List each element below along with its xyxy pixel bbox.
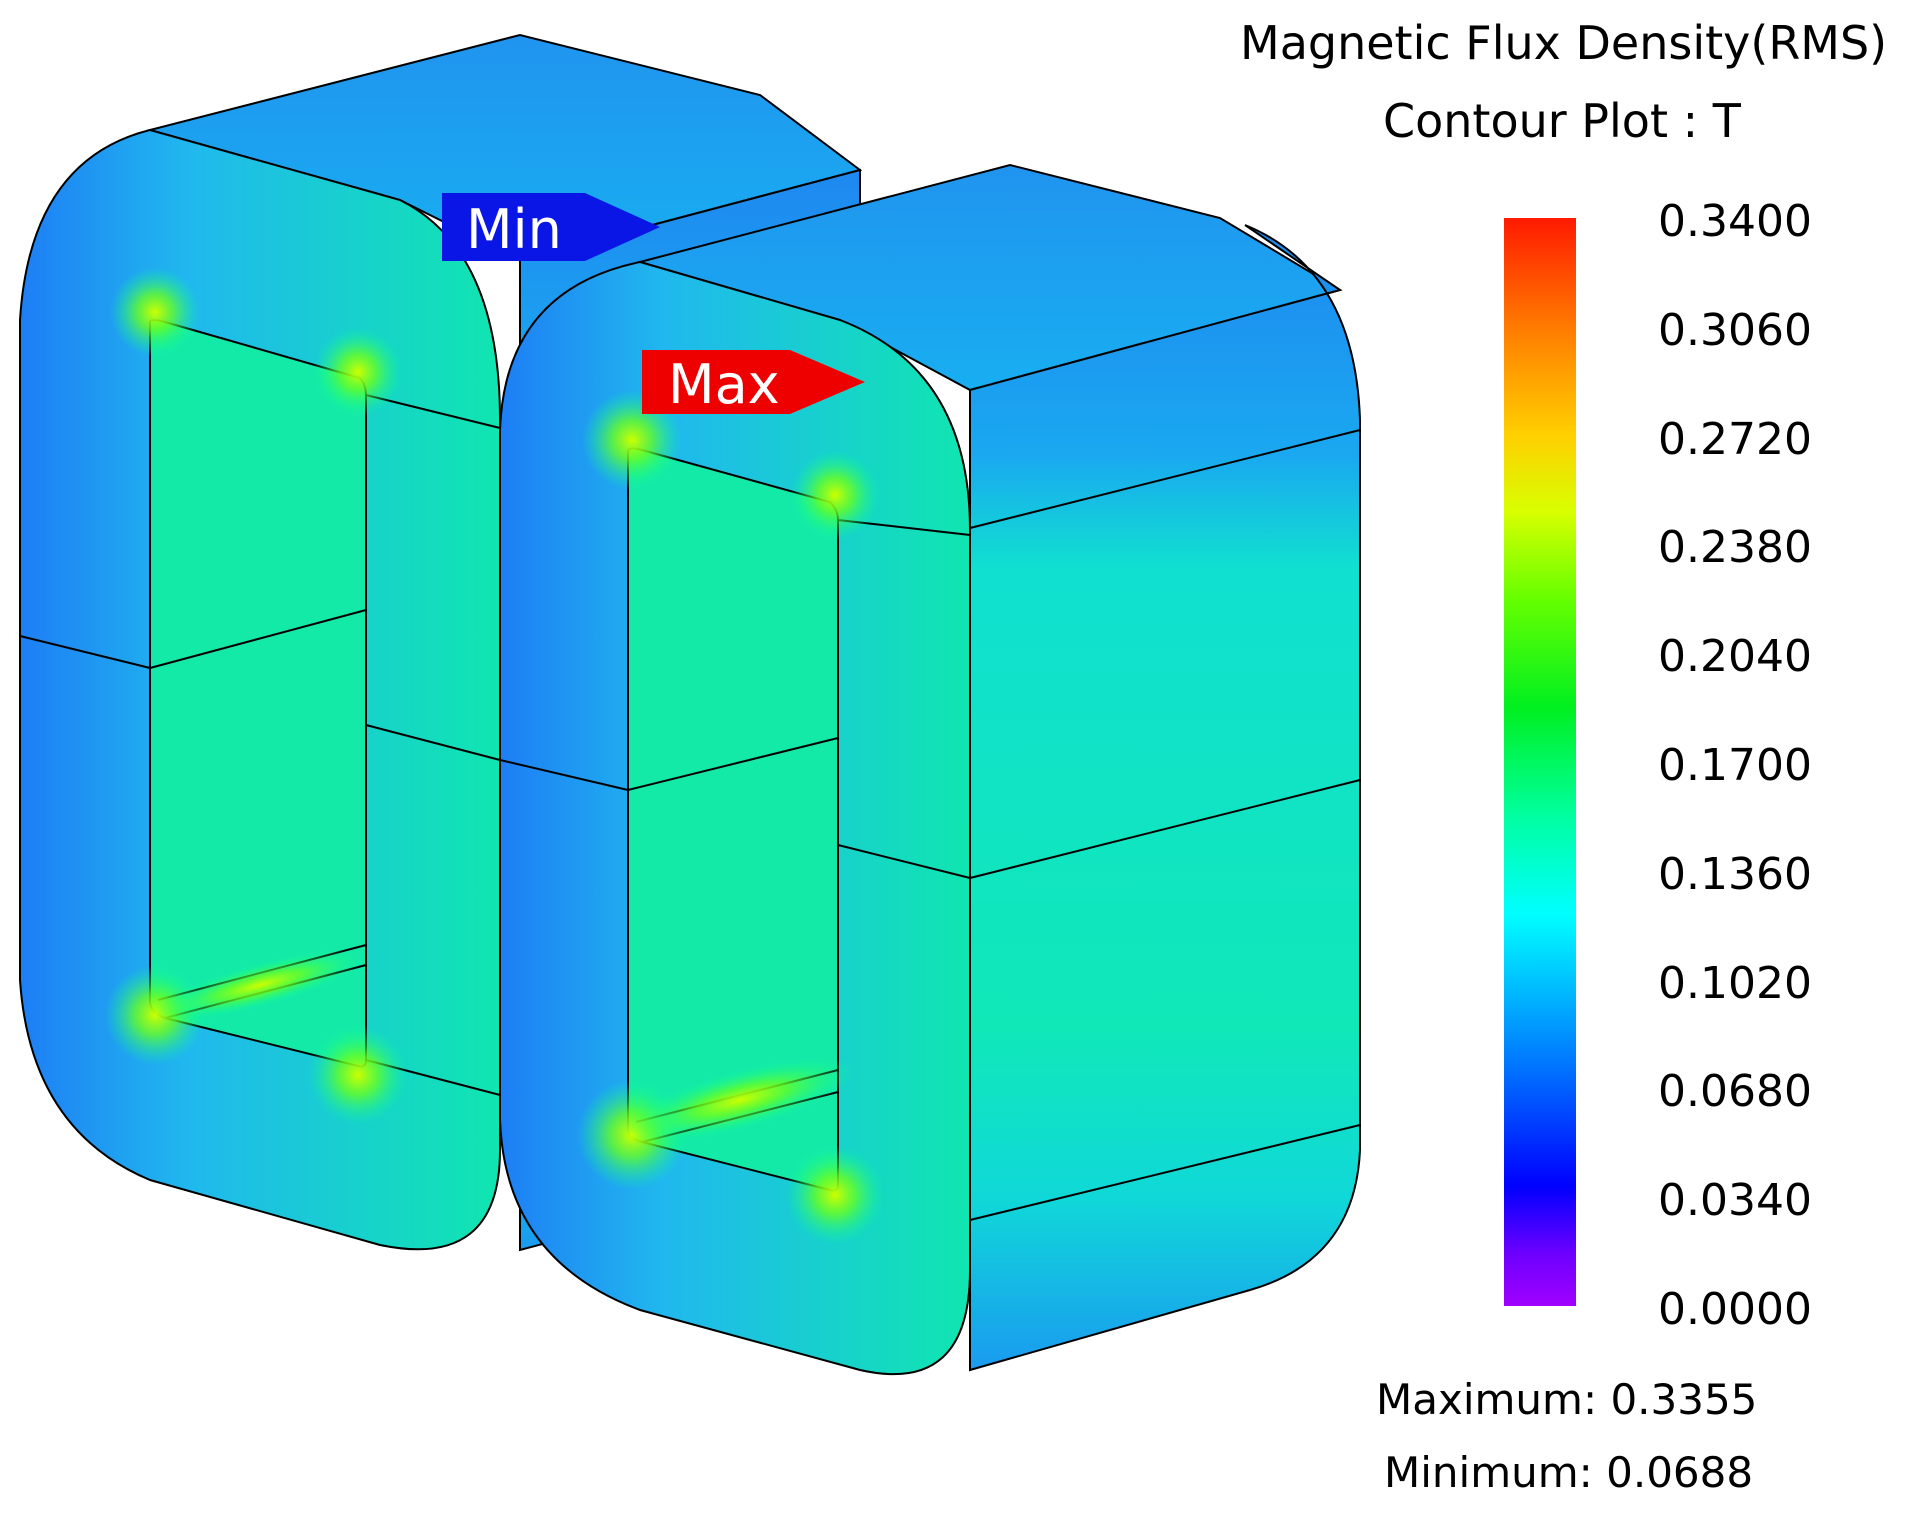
minimum-value: Minimum: 0.0688 bbox=[1384, 1448, 1754, 1497]
min-marker-label: Min bbox=[466, 198, 562, 261]
maximum-value: Maximum: 0.3355 bbox=[1376, 1375, 1758, 1424]
colorbar-tick-label: 0.1020 bbox=[1658, 957, 1812, 1009]
colorbar-tick-label: 0.2040 bbox=[1658, 631, 1812, 683]
colorbar-tick-label: 0.3060 bbox=[1658, 304, 1812, 356]
max-marker-label: Max bbox=[668, 353, 780, 416]
max-marker: Max bbox=[642, 350, 865, 416]
front-core-side-face bbox=[969, 224, 1361, 1372]
min-marker: Min bbox=[442, 193, 660, 261]
colorbar-tick-label: 0.2720 bbox=[1658, 413, 1812, 465]
colorbar-tick-label: 0.0680 bbox=[1658, 1066, 1812, 1118]
colorbar-tick-label: 0.2380 bbox=[1658, 522, 1812, 574]
legend-subtitle: Contour Plot : T bbox=[1383, 94, 1741, 148]
colorbar-tick-label: 0.0340 bbox=[1658, 1175, 1812, 1227]
colorbar bbox=[1504, 218, 1576, 1306]
colorbar-tick-label: 0.3400 bbox=[1658, 196, 1812, 247]
colorbar-tick-label: 0.0000 bbox=[1658, 1284, 1812, 1335]
legend-title: Magnetic Flux Density(RMS) bbox=[1240, 16, 1888, 70]
colorbar-tick-label: 0.1700 bbox=[1658, 740, 1812, 791]
flux-hotspots bbox=[105, 267, 885, 1245]
colorbar-tick-label: 0.1360 bbox=[1658, 848, 1812, 900]
